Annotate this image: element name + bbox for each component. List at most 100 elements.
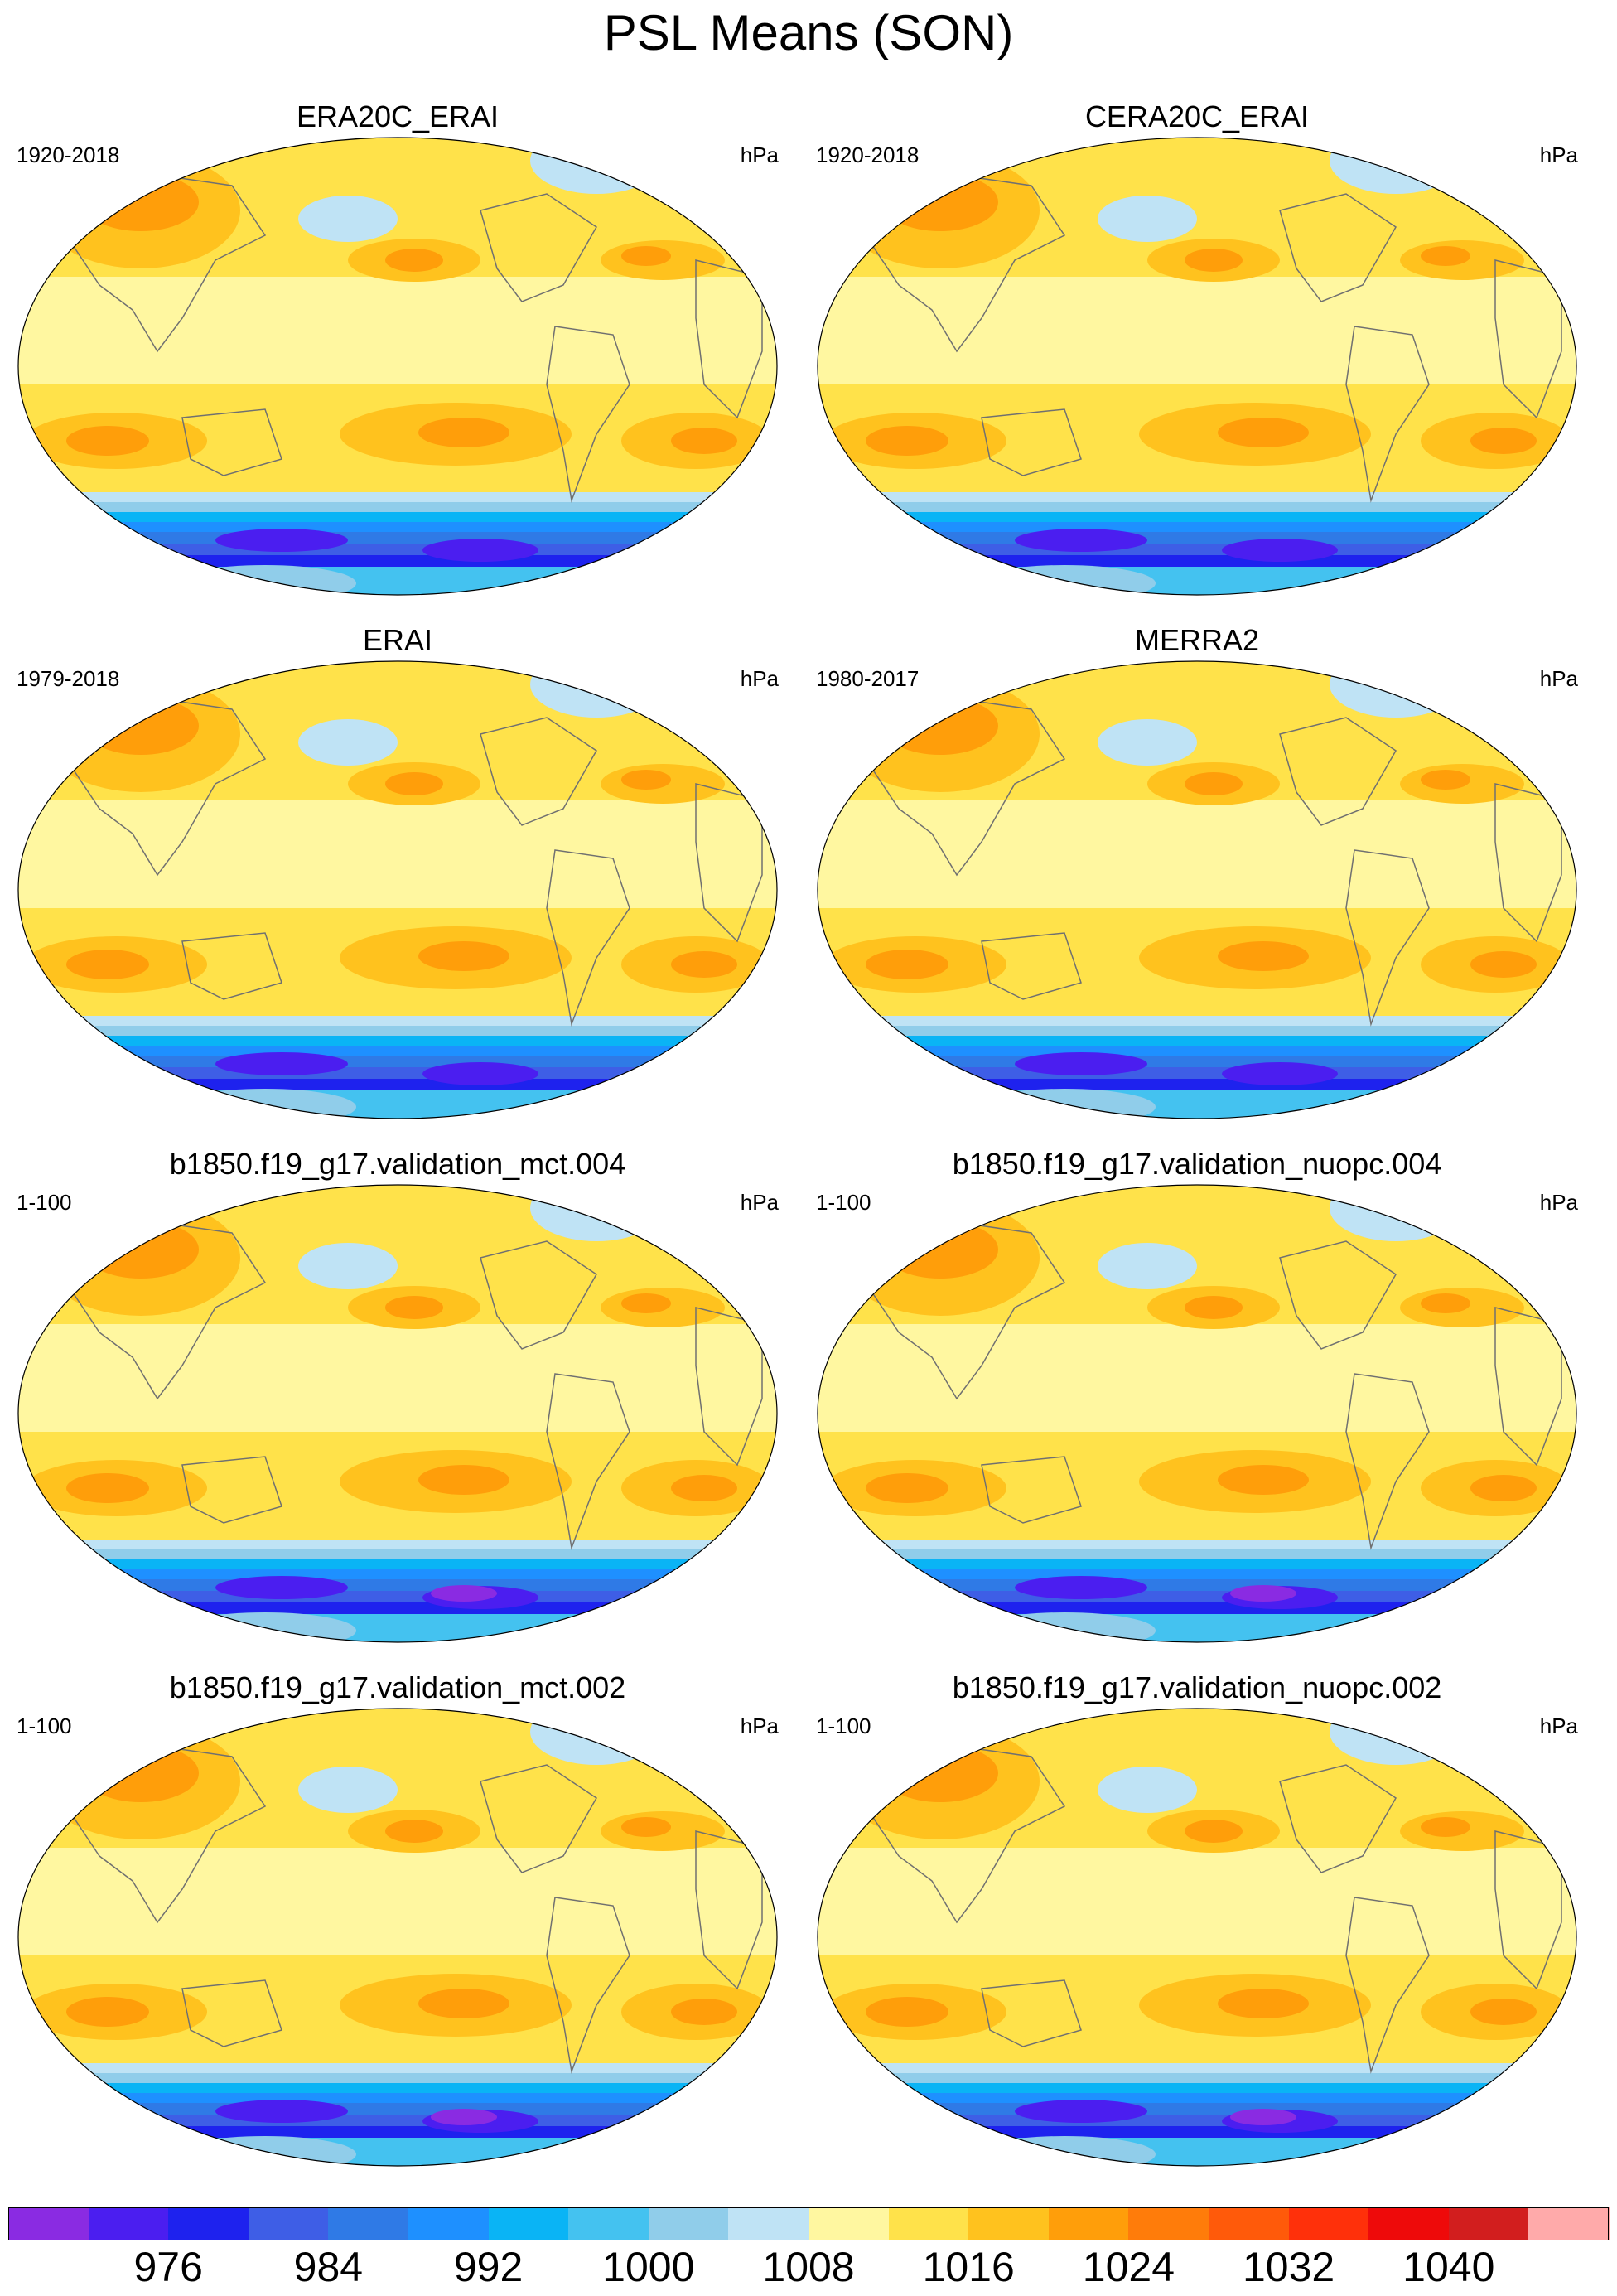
indian-ocean-high-core (66, 950, 149, 979)
colorbar-cell (648, 2207, 729, 2240)
indian-ocean-high-core (866, 1473, 948, 1503)
south-america-coastline (1345, 1897, 1430, 2074)
panel-units: hPa (1539, 666, 1578, 691)
psl-map (17, 1708, 778, 2167)
south-pacific-high-core (1218, 941, 1309, 971)
psl-map (17, 1184, 778, 1643)
map-panel-mct-002: b1850.f19_g17.validation_mct.002 1-100 h… (17, 1670, 779, 2168)
antarctic-field (818, 1090, 1576, 1119)
tropical-band (818, 1324, 1576, 1432)
southern-low-core (1015, 2100, 1147, 2123)
colorbar-cell (1528, 2207, 1610, 2240)
south-pacific-high-core (1218, 418, 1309, 447)
southern-low-core (1222, 1062, 1338, 1085)
tropical-band (818, 800, 1576, 908)
coastlines (65, 168, 763, 503)
southern-low-core (1015, 529, 1147, 552)
panel-units: hPa (1539, 1190, 1578, 1215)
colorbar-cell (1288, 2207, 1369, 2240)
south-atlantic-high-core (1470, 1999, 1537, 2025)
panel-title: ERA20C_ERAI (296, 99, 500, 133)
pressure-field (18, 1709, 777, 2166)
colorbar-tick-label: 1032 (1242, 2244, 1335, 2290)
asian-high-core (882, 1221, 998, 1279)
indian-ocean-high-core (66, 1473, 149, 1503)
panel-period: 1-100 (816, 1190, 871, 1215)
asia-coastline (865, 1739, 1066, 1924)
australia-coastline (181, 932, 282, 1000)
north-pacific-high-core (1185, 1820, 1243, 1843)
tropical-band (818, 277, 1576, 384)
colorbar-cell (728, 2207, 809, 2240)
map-outline (17, 137, 778, 596)
south-atlantic-high-core (1470, 1475, 1537, 1501)
antarctic-high (973, 1089, 1156, 1119)
north-pacific-high-core (1185, 1296, 1243, 1319)
colorbar-cell (488, 2207, 569, 2240)
colorbar-cell (808, 2207, 890, 2240)
asian-high-core (83, 697, 199, 755)
indian-ocean-high-core (866, 426, 948, 456)
map-outline (17, 660, 778, 1119)
panel-units: hPa (740, 1714, 779, 1738)
australia-coastline (181, 1456, 282, 1524)
antarctic-high (174, 1612, 356, 1642)
asian-high-core (882, 173, 998, 231)
azores-high-core (621, 1817, 671, 1837)
psl-map (17, 137, 778, 596)
australia-coastline (981, 1979, 1082, 2047)
australia-coastline (181, 1979, 282, 2047)
map-panel-cera20c-erai: CERA20C_ERAI 1920-2018 hPa (816, 99, 1578, 597)
pressure-field (818, 1185, 1576, 1642)
figure-title: PSL Means (SON) (603, 5, 1014, 60)
colorbar-cell (568, 2207, 649, 2240)
azores-high-core (621, 246, 671, 266)
southern-low-core (1015, 1576, 1147, 1599)
pressure-field (18, 661, 777, 1119)
model-deep-low (1230, 2109, 1296, 2125)
map-panel-merra2: MERRA2 1980-2017 hPa (816, 623, 1578, 1120)
tropical-band (18, 1324, 777, 1432)
tropical-band (818, 1848, 1576, 1955)
panel-units: hPa (740, 666, 779, 691)
aleutian-low (298, 719, 398, 766)
antarctic-high (174, 1089, 356, 1119)
south-america-coastline (546, 849, 630, 1027)
antarctic-high (174, 2136, 356, 2166)
colorbar-tick-label: 1016 (922, 2244, 1015, 2290)
panel-title: b1850.f19_g17.validation_nuopc.002 (952, 1670, 1442, 1704)
asia-coastline (65, 168, 267, 353)
colorbar-cell (888, 2207, 969, 2240)
azores-high-core (1421, 246, 1470, 266)
north-america-coastline (1279, 193, 1397, 302)
antarctic-field (18, 2138, 777, 2166)
south-atlantic-high-core (671, 428, 737, 454)
antarctic-field (18, 1614, 777, 1642)
icelandic-low (1330, 1709, 1462, 1765)
asia-coastline (865, 692, 1066, 877)
azores-high-core (1421, 770, 1470, 790)
colorbar-tick-label: 1040 (1402, 2244, 1495, 2290)
colorbar-cell (248, 2207, 329, 2240)
north-america-coastline (1279, 717, 1397, 826)
tropical-band (18, 277, 777, 384)
indian-ocean-high-core (66, 426, 149, 456)
north-pacific-high-core (385, 249, 443, 272)
psl-map (817, 1184, 1577, 1643)
north-america-coastline (480, 717, 597, 826)
north-pacific-high-core (385, 1296, 443, 1319)
australia-coastline (981, 1456, 1082, 1524)
south-atlantic-high-core (1470, 428, 1537, 454)
australia-coastline (181, 408, 282, 476)
antarctic-field (818, 2138, 1576, 2166)
asia-coastline (65, 1216, 267, 1400)
psl-map (817, 1708, 1577, 2167)
southern-low-core (422, 1062, 538, 1085)
map-panel-mct-004: b1850.f19_g17.validation_mct.004 1-100 h… (17, 1147, 779, 1644)
aleutian-low (298, 196, 398, 242)
model-deep-low (1230, 1585, 1296, 1602)
psl-map (817, 660, 1577, 1119)
south-america-coastline (546, 1897, 630, 2074)
south-pacific-high-core (418, 418, 509, 447)
panel-title: CERA20C_ERAI (1084, 99, 1310, 133)
